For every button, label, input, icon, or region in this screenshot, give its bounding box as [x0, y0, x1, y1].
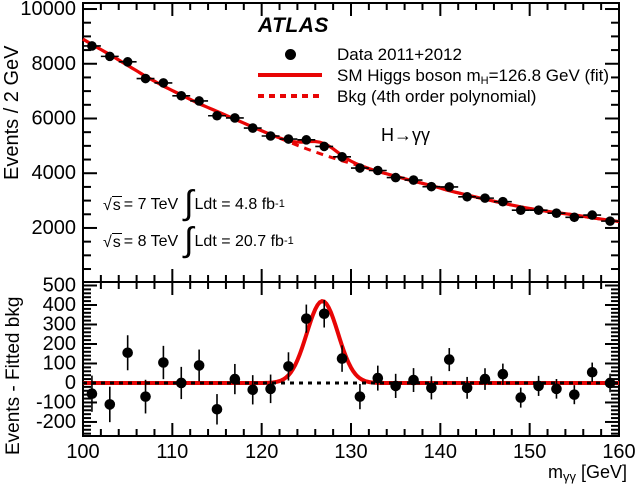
svg-text:-100: -100: [36, 391, 76, 413]
sqrt-sign: √: [103, 233, 112, 251]
luminosity-line-8tev: √ s = 8 TeV ∫ Ldt = 20.7 fb -1: [103, 221, 294, 259]
legend-fit-label: SM Higgs boson mH=126.8 GeV (fit): [337, 65, 610, 87]
bottom-y-axis-title: Events - Fitted bkg: [3, 296, 24, 456]
svg-text:400: 400: [43, 294, 76, 316]
bkg-line-icon: [256, 94, 324, 98]
legend-item-bkg: Bkg (4th order polynomial): [256, 86, 609, 106]
svg-text:100: 100: [66, 441, 99, 463]
lumi2-body: Ldt = 20.7 fb: [194, 233, 284, 250]
svg-text:160: 160: [602, 441, 635, 463]
svg-text:140: 140: [424, 441, 457, 463]
lumi1-body: Ldt = 4.8 fb: [194, 196, 276, 213]
integral-icon: ∫: [184, 221, 194, 259]
legend-item-fit: SM Higgs boson mH=126.8 GeV (fit): [256, 65, 610, 87]
svg-text:6000: 6000: [32, 107, 77, 129]
svg-text:150: 150: [513, 441, 546, 463]
x-axis-title: mγγ [GeV]: [547, 462, 627, 484]
svg-text:200: 200: [43, 333, 76, 355]
sqrt-sign: √: [103, 196, 112, 214]
top-y-axis-title: Events / 2 GeV: [1, 45, 23, 181]
svg-text:0: 0: [65, 372, 76, 394]
svg-text:500: 500: [43, 275, 76, 297]
svg-text:300: 300: [43, 313, 76, 335]
fit-label-suffix: =126.8 GeV (fit): [488, 65, 610, 85]
legend-data-label: Data 2011+2012: [337, 44, 462, 64]
x-title-suffix: [GeV]: [575, 462, 627, 482]
lumi2-exponent: -1: [283, 235, 294, 247]
process-label: H→γγ: [381, 125, 430, 145]
svg-text:2000: 2000: [32, 217, 77, 239]
sqrt-arg: s: [111, 195, 122, 214]
sqrt-s-icon: √ s: [103, 195, 122, 215]
svg-text:8000: 8000: [32, 53, 77, 75]
legend-bkg-label: Bkg (4th order polynomial): [337, 86, 537, 106]
svg-text:10000: 10000: [20, 0, 76, 20]
svg-text:130: 130: [334, 441, 367, 463]
experiment-label: ATLAS: [258, 14, 329, 37]
sqrt-s-icon: √ s: [103, 232, 122, 252]
svg-text:120: 120: [245, 441, 278, 463]
x-title-prefix: m: [547, 462, 563, 482]
legend-item-data: Data 2011+2012: [256, 44, 609, 64]
integral-icon: ∫: [184, 184, 194, 222]
lumi2-energy: = 8 TeV: [123, 233, 179, 250]
fit-label-subscript: H: [480, 74, 489, 87]
sqrt-arg: s: [111, 232, 122, 251]
svg-text:100: 100: [43, 352, 76, 374]
fit-label-prefix: SM Higgs boson m: [337, 65, 481, 85]
lumi1-exponent: -1: [275, 198, 285, 210]
data-marker-icon: [256, 48, 324, 60]
svg-text:-200: -200: [36, 411, 76, 433]
luminosity-line-7tev: √ s = 7 TeV ∫ Ldt = 4.8 fb -1: [103, 184, 285, 222]
fit-line-icon: [256, 73, 324, 77]
svg-text:4000: 4000: [32, 162, 77, 184]
lumi1-energy: = 7 TeV: [123, 196, 179, 213]
x-title-subscript: γγ: [562, 469, 576, 484]
svg-text:110: 110: [156, 441, 188, 463]
legend: Data 2011+2012 SM Higgs boson mH=126.8 G…: [256, 44, 609, 107]
